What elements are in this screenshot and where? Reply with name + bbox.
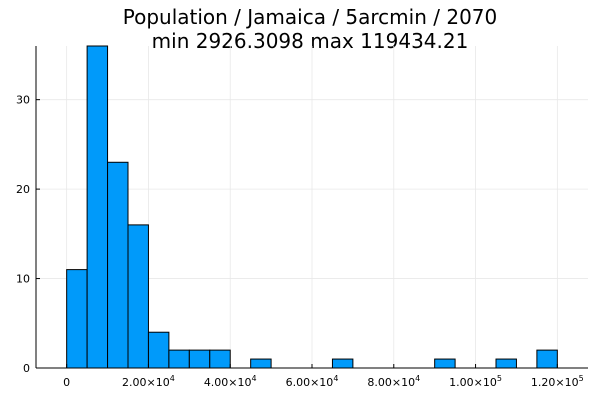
histogram-bar-6: [188, 349, 211, 369]
histogram-bar-12: [536, 349, 558, 369]
x-tick-label-4: 8.00×104: [367, 374, 420, 389]
histogram-bar-8: [250, 358, 272, 369]
x-tick-label-3: 6.00×104: [286, 374, 339, 389]
histogram-bar-0: [66, 269, 88, 369]
y-tick-label-2: 20: [16, 183, 30, 196]
histogram-bar-1: [86, 45, 109, 369]
histogram-bar-5: [168, 349, 190, 369]
y-tick-label-3: 30: [16, 94, 30, 107]
y-tick-label-0: 0: [23, 362, 30, 375]
histogram-bar-10: [434, 358, 456, 369]
x-tick-label-2: 4.00×104: [204, 374, 257, 389]
y-tick-label-1: 10: [16, 273, 30, 286]
histogram-bar-7: [209, 349, 231, 369]
axes: [35, 46, 588, 369]
chart-title-line-2: min 2926.3098 max 119434.21: [152, 29, 469, 53]
histogram-bar-4: [147, 331, 170, 369]
histogram-bar-9: [331, 358, 354, 369]
tick-labels: 0 2.00×104 4.00×104 6.00×104 8.00×104 1.00×10…: [16, 94, 584, 389]
chart-title-line-1: Population / Jamaica / 5arcmin / 2070: [123, 5, 498, 29]
x-tick-label-1: 2.00×104: [122, 374, 175, 389]
histogram-bar-2: [107, 161, 129, 369]
x-tick-label-0: 0: [63, 376, 70, 389]
x-tick-label-6: 1.20×105: [531, 374, 584, 389]
x-tick-label-5: 1.00×105: [449, 374, 502, 389]
histogram-bar-3: [127, 224, 149, 369]
grid: [36, 46, 588, 369]
histogram-bar-11: [495, 358, 517, 369]
